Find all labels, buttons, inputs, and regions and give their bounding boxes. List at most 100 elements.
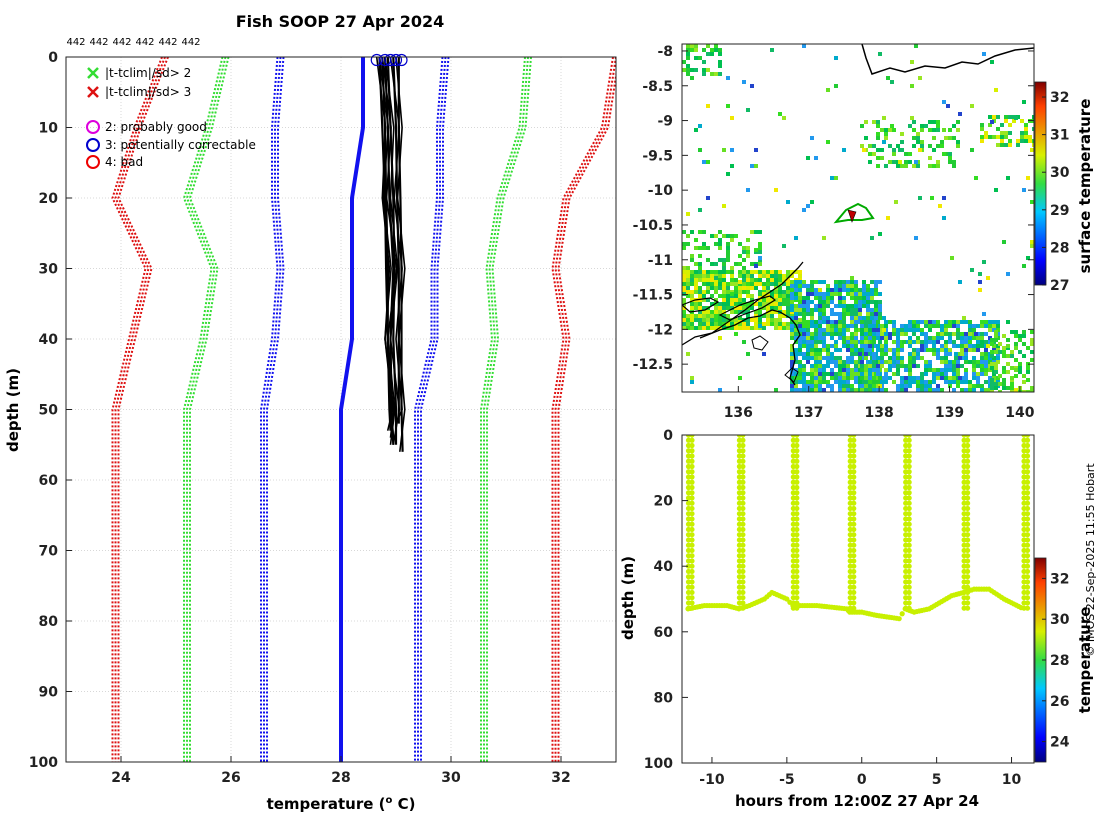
sst-pixel [786, 306, 790, 310]
sst-pixel [770, 270, 774, 274]
sst-pixel [718, 294, 722, 298]
sst-pixel [794, 388, 798, 392]
sst-pixel [858, 312, 862, 316]
sst-pixel [710, 278, 714, 282]
sst-pixel [722, 286, 726, 290]
temperature-point [740, 595, 746, 601]
sst-pixel [706, 278, 710, 282]
sst-pixel [960, 320, 964, 324]
temperature-point [794, 437, 800, 443]
sst-pixel [864, 372, 868, 376]
sst-pixel [880, 348, 884, 352]
sst-pixel [690, 254, 694, 258]
sst-pixel [794, 292, 798, 296]
sst-pixel [970, 104, 974, 108]
sst-pixel [822, 312, 826, 316]
sst-pixel [722, 302, 726, 306]
sst-pixel [686, 282, 690, 286]
sst-pixel [798, 328, 802, 332]
sst-pixel [746, 278, 750, 282]
temperature-point [794, 495, 800, 501]
sst-pixel [758, 246, 762, 250]
sst-pixel [854, 380, 858, 384]
sst-pixel [742, 326, 746, 330]
profile-count: 442 [89, 37, 108, 48]
sst-pixel [994, 386, 998, 390]
temperature-point [1024, 469, 1031, 475]
sst-pixel [886, 76, 890, 80]
sst-pixel [860, 360, 864, 364]
sst-pixel [766, 290, 770, 294]
sst-pixel [898, 148, 902, 152]
sst-pixel [742, 270, 746, 274]
sst-pixel [694, 318, 698, 322]
sst-pixel [698, 230, 702, 234]
sst-pixel [908, 368, 912, 372]
temperature-point [965, 563, 971, 569]
sst-pixel [956, 128, 960, 132]
sst-pixel [884, 132, 888, 136]
sst-pixel [730, 302, 734, 306]
sst-pixel [1018, 362, 1022, 366]
sst-pixel [962, 316, 966, 320]
sst-pixel [810, 376, 814, 380]
sst-pixel [790, 288, 794, 292]
sst-pixel [904, 324, 908, 328]
temperature-colorbar-label: temperature [1076, 607, 1094, 714]
sst-pixel [786, 290, 790, 294]
sst-pixel [790, 328, 794, 332]
sst-pixel [868, 380, 872, 384]
sst-pixel [1016, 143, 1020, 147]
climatology-clim_plus_2sd [480, 57, 526, 762]
sst-pixel [896, 144, 900, 148]
sst-pixel [834, 324, 838, 328]
sst-pixel [698, 318, 702, 322]
sst-pixel [860, 144, 864, 148]
temperature-point [851, 458, 857, 464]
sst-pixel [872, 384, 876, 388]
sst-pixel [786, 274, 790, 278]
temperature-point [1024, 547, 1031, 554]
bottom-y-tick-label: 100 [644, 756, 673, 772]
sst-pixel [798, 284, 802, 288]
profile-line [381, 57, 398, 445]
sst-pixel [698, 326, 702, 330]
sst-pixel [900, 348, 904, 352]
sst-pixel [876, 148, 880, 152]
sst-pixel [798, 318, 802, 322]
sst-pixel [714, 326, 718, 330]
sst-pixel [814, 348, 818, 352]
temperature-point [689, 568, 695, 575]
sst-pixel [802, 384, 806, 388]
sst-pixel [690, 302, 694, 306]
temperature-point [906, 605, 912, 611]
sst-pixel [730, 164, 734, 168]
sst-pixel [750, 286, 754, 290]
temperature-point [794, 484, 800, 491]
sst-pixel [850, 292, 854, 296]
sst-pixel [834, 288, 838, 292]
sst-pixel [834, 364, 838, 368]
sst-pixel [908, 372, 912, 376]
sst-pixel [802, 296, 806, 300]
temperature-point [906, 568, 912, 575]
temperature-point [851, 500, 857, 506]
temperature-point [965, 484, 971, 491]
sst-pixel [1002, 386, 1006, 390]
sst-pixel [1030, 330, 1034, 334]
sst-pixel [822, 300, 826, 304]
sst-pixel [834, 320, 838, 324]
sst-pixel [928, 368, 932, 372]
sst-pixel [850, 348, 854, 352]
sst-pixel [830, 376, 834, 380]
sst-pixel [822, 344, 826, 348]
sst-pixel [710, 326, 714, 330]
sst-pixel [762, 292, 766, 296]
sst-pixel [682, 230, 686, 234]
sst-pixel [1022, 334, 1026, 338]
sst-pixel [830, 324, 834, 328]
sst-pixel [860, 336, 864, 340]
sst-pixel [706, 104, 710, 108]
sst-pixel [854, 348, 858, 352]
sst-pixel [722, 314, 726, 318]
